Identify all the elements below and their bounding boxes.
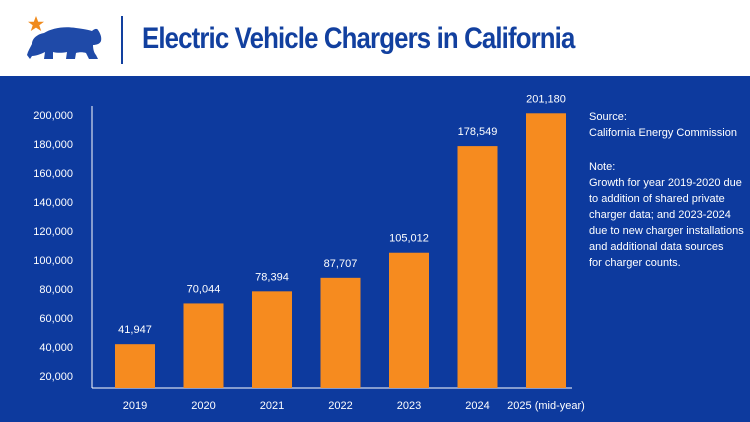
chart-area: 20,000 40,000 60,000 80,000 100,000 120,000 14… (0, 76, 750, 422)
bar (389, 252, 429, 388)
y-tick-label: 20,000 (39, 371, 73, 383)
source-label: Source: (589, 111, 627, 123)
x-tick-label: 2022 (328, 400, 352, 412)
bar-chart: 20,000 40,000 60,000 80,000 100,000 120,000 14… (33, 93, 585, 412)
bar (252, 291, 292, 388)
bar (526, 113, 566, 388)
note-line: due to new charger installations (589, 225, 744, 237)
y-tick-label: 140,000 (33, 197, 73, 209)
x-tick-label: 2024 (465, 400, 489, 412)
bar (183, 303, 224, 388)
bar (320, 277, 361, 388)
bear-body-shape (27, 27, 102, 59)
data-label: 41,947 (118, 324, 152, 336)
header-divider (121, 16, 123, 64)
page-title: Electric Vehicle Chargers in California (142, 22, 575, 55)
y-tick-label: 200,000 (33, 110, 73, 122)
x-tick-label: 2025 (mid-year) (507, 400, 585, 412)
source-text: California Energy Commission (589, 127, 737, 139)
y-tick-label: 120,000 (33, 226, 73, 238)
x-tick-label: 2020 (191, 400, 215, 412)
y-axis-ticks: 20,000 40,000 60,000 80,000 100,000 120,000 14… (33, 110, 73, 383)
note-line: charger data; and 2023-2024 (589, 209, 731, 221)
x-axis-ticks: 2019 2020 2021 2022 2023 2024 2025 (mid-year) (123, 400, 585, 412)
data-label: 105,012 (389, 233, 429, 245)
bar (115, 344, 155, 388)
data-label: 78,394 (255, 271, 289, 283)
bars (115, 113, 566, 388)
x-tick-label: 2019 (123, 400, 147, 412)
data-label: 87,707 (324, 258, 358, 270)
note-line: for charger counts. (589, 257, 681, 269)
data-label: 178,549 (458, 126, 498, 138)
data-labels: 41,947 70,044 78,394 87,707 105,012 178,549 20… (118, 93, 566, 336)
y-tick-label: 160,000 (33, 168, 73, 180)
y-tick-label: 180,000 (33, 139, 73, 151)
bar (457, 146, 498, 388)
y-tick-label: 60,000 (39, 313, 73, 325)
california-bear-icon (27, 16, 102, 59)
note-line: Growth for year 2019-2020 due (589, 177, 742, 189)
y-tick-label: 100,000 (33, 255, 73, 267)
note-label: Note: (589, 161, 616, 173)
x-tick-label: 2023 (397, 400, 421, 412)
x-tick-label: 2021 (260, 400, 284, 412)
note-line: to addition of shared private (589, 193, 725, 205)
data-label: 70,044 (187, 283, 221, 295)
data-label: 201,180 (526, 93, 566, 105)
y-tick-label: 40,000 (39, 342, 73, 354)
notes-panel: Source: California Energy Commission Not… (589, 109, 749, 271)
note-line: and additional data sources (589, 241, 724, 253)
y-tick-label: 80,000 (39, 284, 73, 296)
star-icon (28, 16, 44, 31)
header-banner: Electric Vehicle Chargers in California (0, 0, 750, 76)
